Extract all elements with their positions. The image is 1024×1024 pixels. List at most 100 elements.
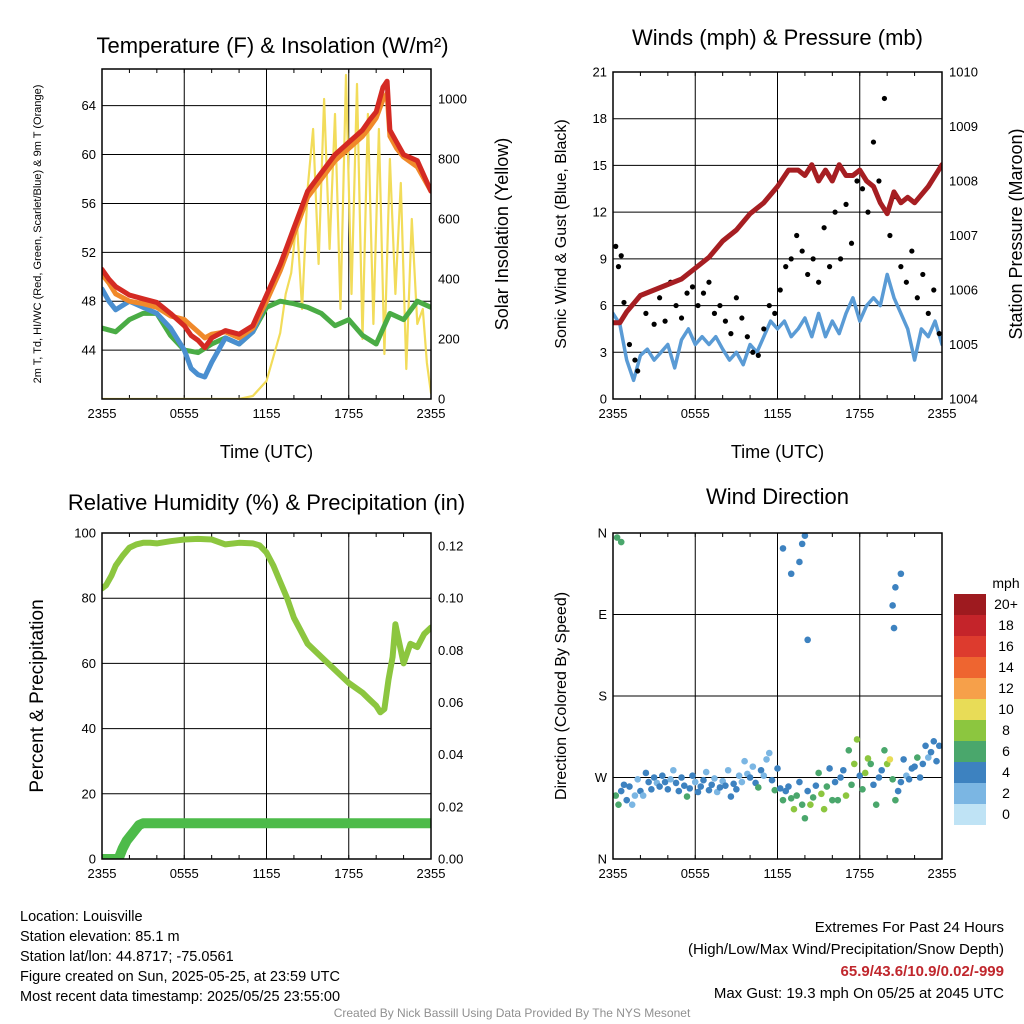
- panel1-ytick-label: 6: [600, 298, 607, 313]
- panel1-xlabel: Time (UTC): [731, 442, 824, 462]
- gust-point: [635, 368, 641, 374]
- panel1-ytick-right-label: 1006: [949, 283, 978, 298]
- panel2-title: Relative Humidity (%) & Precipitation (i…: [68, 490, 465, 515]
- panel0-ytick-right-label: 0: [438, 392, 445, 407]
- direction-point: [804, 636, 811, 644]
- direction-point: [659, 772, 666, 779]
- panel2-ytick-right-label: 0.08: [438, 643, 463, 658]
- gust-point: [788, 256, 794, 262]
- gust-point: [903, 279, 909, 285]
- direction-point: [691, 778, 699, 786]
- direction-point: [798, 540, 806, 548]
- gust-point: [837, 256, 844, 262]
- pressure-line: [613, 162, 942, 326]
- gust-point: [887, 232, 893, 239]
- direction-point: [667, 776, 674, 783]
- panel2-xtick-label: 2355: [417, 866, 446, 881]
- extremes-title: Extremes For Past 24 Hours: [814, 919, 1004, 936]
- legend-label: 12: [998, 680, 1014, 696]
- station-latlon: Station lat/lon: 44.8717; -75.0561: [20, 949, 234, 965]
- direction-point: [798, 801, 806, 808]
- direction-point: [730, 780, 737, 788]
- direction-point: [648, 785, 655, 793]
- panel1-xtick-label: 0555: [681, 406, 710, 421]
- direction-point: [733, 785, 740, 793]
- direction-point: [749, 763, 757, 770]
- direction-point: [924, 754, 932, 761]
- panel0-ytick-right-label: 1000: [438, 92, 467, 107]
- gust-point: [777, 287, 783, 293]
- direction-point: [645, 778, 652, 786]
- gust-point: [761, 326, 767, 332]
- direction-point: [623, 796, 631, 804]
- direction-point: [826, 765, 833, 772]
- direction-point: [656, 783, 663, 790]
- legend-label: 16: [998, 638, 1014, 654]
- direction-point: [914, 754, 921, 761]
- gust-point: [662, 318, 668, 324]
- direction-point: [776, 785, 784, 792]
- panel3-ytick-label: E: [598, 607, 607, 622]
- direction-point: [760, 772, 768, 779]
- direction-point: [930, 737, 938, 745]
- gust-point: [936, 331, 942, 337]
- direction-point: [837, 774, 844, 781]
- panel0-ytick-right-label: 600: [438, 212, 460, 227]
- panel2-ytick-right-label: 0.06: [438, 695, 463, 710]
- legend-swatch: [954, 762, 986, 783]
- gust-point: [925, 310, 931, 316]
- direction-point: [779, 796, 787, 804]
- direction-point: [829, 796, 836, 804]
- panel1-xtick-label: 1155: [764, 406, 792, 421]
- panel3-xtick-label: 1755: [845, 866, 874, 881]
- direction-point: [853, 736, 861, 743]
- wind-line: [613, 272, 942, 383]
- direction-point: [700, 776, 707, 784]
- direction-point: [867, 760, 875, 768]
- panel1-xtick-label: 2355: [599, 406, 628, 421]
- panel2-xtick-label: 2355: [88, 866, 117, 881]
- direction-point: [859, 785, 866, 793]
- panel1-ylabel: Sonic Wind & Gust (Blue, Black): [553, 119, 570, 348]
- gust-point: [613, 243, 619, 249]
- gust-point: [881, 95, 888, 102]
- credit-line: Created By Nick Bassill Using Data Provi…: [333, 1006, 691, 1020]
- panel1-ytick-right-label: 1010: [949, 65, 978, 80]
- panel0-xtick-label: 1755: [334, 406, 363, 421]
- gust-point: [643, 310, 649, 316]
- gust-point: [859, 186, 866, 192]
- gust-point: [684, 290, 690, 296]
- gust-point: [794, 232, 800, 239]
- gust-point: [920, 271, 926, 278]
- panel0-ytick-right-label: 200: [438, 332, 460, 347]
- direction-point: [678, 774, 685, 781]
- direction-point: [933, 757, 940, 765]
- direction-point: [779, 545, 787, 552]
- station-info: Location: Louisville Station elevation: …: [20, 907, 340, 1007]
- panel3-xtick-label: 0555: [681, 866, 710, 881]
- gust-point: [766, 302, 772, 309]
- panel2-ytick-label: 60: [82, 656, 96, 671]
- direction-point: [765, 749, 773, 757]
- legend-label: 4: [1002, 764, 1010, 780]
- panel0-ytick-right-label: 400: [438, 272, 460, 287]
- direction-point: [661, 778, 669, 786]
- direction-point: [848, 781, 855, 789]
- direction-point: [889, 776, 896, 783]
- panel0-ylabel: 2m T, Td, HI/WC (Red, Green, Scarlet/Blu…: [32, 85, 44, 384]
- gust-point: [722, 318, 729, 324]
- gust-point: [816, 279, 822, 285]
- direction-point: [613, 534, 621, 541]
- gust-point: [733, 295, 739, 301]
- panel0-xtick-label: 2355: [417, 406, 446, 421]
- panel2-ylabel: Percent & Precipitation: [27, 599, 48, 792]
- direction-point: [785, 783, 792, 790]
- direction-point: [905, 776, 913, 783]
- direction-point: [763, 756, 770, 763]
- panel0-xtick-label: 2355: [88, 406, 117, 421]
- panel0-xtick-label: 1155: [253, 406, 281, 421]
- direction-point: [694, 788, 702, 796]
- panel3-xtick-label: 2355: [928, 866, 957, 881]
- direction-point: [670, 766, 677, 774]
- direction-point: [617, 787, 625, 795]
